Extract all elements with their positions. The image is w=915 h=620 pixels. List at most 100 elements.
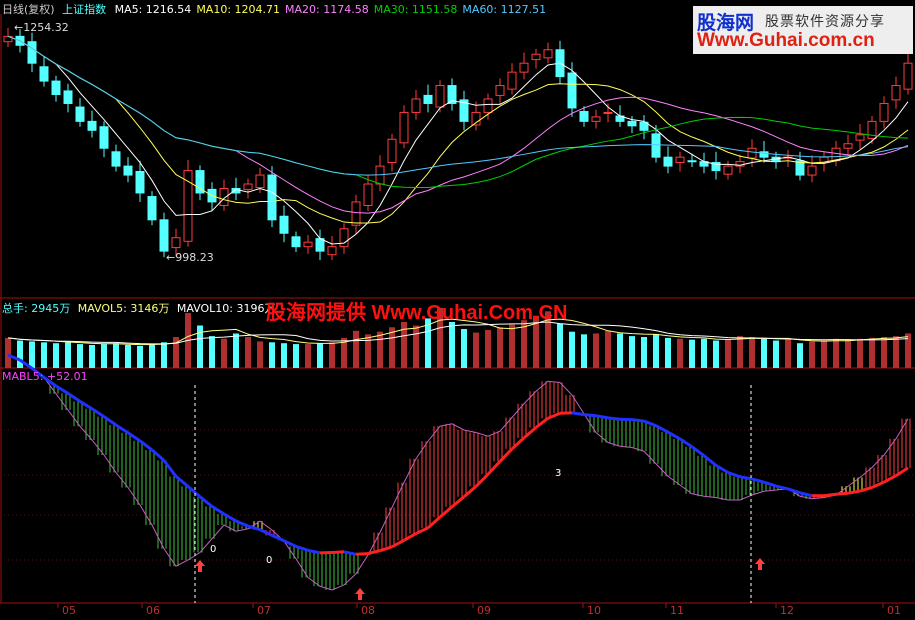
- mabl-base-segment: [355, 552, 369, 556]
- volume-bar: [41, 342, 47, 368]
- candle-down: [39, 66, 49, 82]
- volume-bar: [521, 320, 527, 368]
- volume-bar: [725, 339, 731, 368]
- ma20-label: MA20: 1174.58: [285, 3, 369, 16]
- mabl-base-segment: [799, 491, 813, 498]
- watermark: 股海网提供 Www.Guhai.Com.CN: [266, 302, 568, 324]
- volume-bar: [101, 344, 107, 368]
- mabl-base-segment: [691, 445, 705, 457]
- volume-bar: [113, 343, 119, 368]
- candle-up: [867, 120, 877, 139]
- mabl-base-segment: [859, 486, 873, 493]
- mavol5-label: MAVOL5: 3146万: [77, 302, 170, 315]
- mabl-base-segment: [259, 528, 273, 537]
- signal-arrow-icon: [355, 588, 365, 600]
- mabl-base-segment: [751, 477, 765, 484]
- main-legend: 日线(复权) 上证指数 MA5: 1216.54 MA10: 1204.71 MA2…: [2, 1, 546, 17]
- candle-up: [843, 143, 853, 149]
- ma60-label: MA60: 1127.51: [462, 3, 547, 16]
- mabl-base-segment: [871, 480, 885, 489]
- logo-url: Www.Guhai.com.cn: [697, 30, 875, 51]
- mabl-base-segment: [91, 407, 105, 418]
- volume-bar: [905, 333, 911, 368]
- volume-bar: [749, 337, 755, 368]
- mabl-base-segment: [43, 376, 57, 388]
- volume-bar: [77, 344, 83, 368]
- mabl-base-segment: [703, 454, 717, 467]
- volume-bar: [665, 337, 671, 368]
- candle-up: [747, 147, 757, 159]
- logo-tagline: 股票软件资源分享: [765, 14, 885, 30]
- mabl-base-segment: [595, 414, 609, 420]
- volume-bar: [89, 344, 95, 368]
- volume-bar: [341, 337, 347, 368]
- mabl-base-segment: [343, 550, 357, 556]
- x-tick-label: 05: [62, 604, 76, 617]
- volume-bar: [329, 342, 335, 368]
- mabl-base-segment: [31, 367, 45, 379]
- candle-down: [111, 151, 121, 167]
- candle-up: [363, 183, 373, 206]
- volume-bar: [161, 342, 167, 368]
- candle-down: [267, 174, 277, 221]
- candle-down: [123, 165, 133, 176]
- mabl-base-segment: [763, 480, 777, 488]
- mabl-base-segment: [295, 545, 309, 552]
- marker-label: 0: [266, 555, 272, 566]
- volume-bar: [365, 334, 371, 368]
- mabl-base-segment: [55, 384, 69, 395]
- mabl-base-segment: [139, 439, 153, 452]
- candle-down: [135, 170, 145, 194]
- marker-label: 0: [210, 544, 216, 555]
- candle-up: [243, 183, 253, 190]
- candle-up: [543, 49, 553, 59]
- mabl-base-segment: [427, 516, 441, 529]
- mabl-base-segment: [787, 487, 801, 495]
- mabl-base-segment: [775, 484, 789, 491]
- x-tick-label: 08: [361, 604, 375, 617]
- volume-bar: [233, 333, 239, 368]
- volume-bar: [677, 338, 683, 368]
- mabl-base-segment: [535, 417, 549, 429]
- mabl-base-segment: [847, 489, 861, 495]
- candle-down: [795, 160, 805, 176]
- candle-up: [903, 62, 913, 90]
- mabl-fast-line: [7, 354, 909, 591]
- candle-down: [423, 94, 433, 104]
- volume-bar: [857, 338, 863, 368]
- mabl-base-segment: [307, 548, 321, 555]
- candle-up: [219, 187, 229, 206]
- volume-bar: [833, 338, 839, 368]
- candle-down: [447, 85, 457, 104]
- volume-bar: [761, 338, 767, 368]
- candle-up: [891, 85, 901, 101]
- candle-up: [303, 241, 313, 248]
- volume-bar: [473, 332, 479, 368]
- mabl-base-segment: [823, 492, 837, 498]
- candle-down: [291, 236, 301, 248]
- mabl-base-segment: [474, 473, 490, 488]
- candle-up: [327, 246, 337, 256]
- signal-arrow-icon: [755, 558, 765, 570]
- candle-down: [99, 126, 109, 149]
- volume-bar: [605, 330, 611, 368]
- candle-up: [171, 237, 181, 249]
- ma10-label: MA10: 1204.71: [196, 3, 281, 16]
- mabl-base-segment: [271, 533, 285, 543]
- candle-down: [51, 80, 61, 96]
- mabl-base-segment: [403, 532, 417, 542]
- candle-up: [519, 62, 529, 73]
- x-tick-label: 10: [587, 604, 601, 617]
- mabl-base-segment: [451, 495, 465, 508]
- x-tick-label: 09: [477, 604, 491, 617]
- mabl-base-segment: [895, 466, 909, 477]
- ma60-line: [7, 35, 909, 176]
- volume-bar: [29, 341, 35, 368]
- mabl-base-segment: [103, 415, 117, 427]
- volume-bar: [809, 341, 815, 368]
- volume-bar: [533, 315, 539, 368]
- candle-up: [411, 98, 421, 113]
- candle-down: [459, 99, 469, 122]
- mabl-base-segment: [727, 471, 741, 479]
